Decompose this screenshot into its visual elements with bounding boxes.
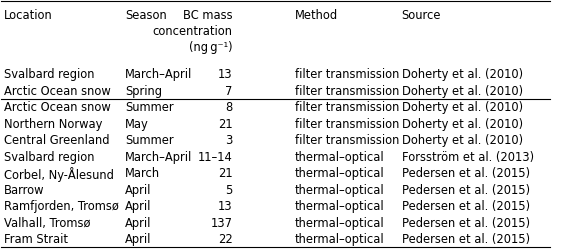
Text: filter transmission: filter transmission xyxy=(295,134,399,147)
Text: Forsström et al. (2013): Forsström et al. (2013) xyxy=(402,151,534,164)
Text: Valhall, Tromsø: Valhall, Tromsø xyxy=(4,217,90,230)
Text: thermal–optical: thermal–optical xyxy=(295,200,384,213)
Text: April: April xyxy=(125,233,151,246)
Text: Source: Source xyxy=(402,9,441,22)
Text: Doherty et al. (2010): Doherty et al. (2010) xyxy=(402,118,523,131)
Text: Spring: Spring xyxy=(125,85,162,98)
Text: 13: 13 xyxy=(218,200,233,213)
Text: Arctic Ocean snow: Arctic Ocean snow xyxy=(4,101,111,114)
Text: thermal–optical: thermal–optical xyxy=(295,151,384,164)
Text: filter transmission: filter transmission xyxy=(295,118,399,131)
Text: Method: Method xyxy=(295,9,338,22)
Text: Pedersen et al. (2015): Pedersen et al. (2015) xyxy=(402,200,530,213)
Text: Barrow: Barrow xyxy=(4,184,45,197)
Text: Svalbard region: Svalbard region xyxy=(4,151,94,164)
Text: 5: 5 xyxy=(225,184,233,197)
Text: thermal–optical: thermal–optical xyxy=(295,167,384,180)
Text: 137: 137 xyxy=(211,217,233,230)
Text: Pedersen et al. (2015): Pedersen et al. (2015) xyxy=(402,233,530,246)
Text: 7: 7 xyxy=(225,85,233,98)
Text: 13: 13 xyxy=(218,68,233,81)
Text: March–April: March–April xyxy=(125,151,192,164)
Text: Doherty et al. (2010): Doherty et al. (2010) xyxy=(402,85,523,98)
Text: Arctic Ocean snow: Arctic Ocean snow xyxy=(4,85,111,98)
Text: thermal–optical: thermal–optical xyxy=(295,184,384,197)
Text: Central Greenland: Central Greenland xyxy=(4,134,110,147)
Text: thermal–optical: thermal–optical xyxy=(295,217,384,230)
Text: thermal–optical: thermal–optical xyxy=(295,233,384,246)
Text: Location: Location xyxy=(4,9,53,22)
Text: Fram Strait: Fram Strait xyxy=(4,233,68,246)
Text: Pedersen et al. (2015): Pedersen et al. (2015) xyxy=(402,184,530,197)
Text: April: April xyxy=(125,200,151,213)
Text: Season: Season xyxy=(125,9,167,22)
Text: April: April xyxy=(125,184,151,197)
Text: March: March xyxy=(125,167,160,180)
Text: BC mass
concentration
(ng g⁻¹): BC mass concentration (ng g⁻¹) xyxy=(153,9,233,54)
Text: filter transmission: filter transmission xyxy=(295,68,399,81)
Text: 21: 21 xyxy=(218,118,233,131)
Text: Northern Norway: Northern Norway xyxy=(4,118,102,131)
Text: filter transmission: filter transmission xyxy=(295,85,399,98)
Text: 11–14: 11–14 xyxy=(198,151,233,164)
Text: Ramfjorden, Tromsø: Ramfjorden, Tromsø xyxy=(4,200,119,213)
Text: filter transmission: filter transmission xyxy=(295,101,399,114)
Text: Doherty et al. (2010): Doherty et al. (2010) xyxy=(402,68,523,81)
Text: Doherty et al. (2010): Doherty et al. (2010) xyxy=(402,101,523,114)
Text: March–April: March–April xyxy=(125,68,192,81)
Text: 8: 8 xyxy=(225,101,233,114)
Text: 21: 21 xyxy=(218,167,233,180)
Text: Doherty et al. (2010): Doherty et al. (2010) xyxy=(402,134,523,147)
Text: 22: 22 xyxy=(218,233,233,246)
Text: Summer: Summer xyxy=(125,101,173,114)
Text: 3: 3 xyxy=(225,134,233,147)
Text: Svalbard region: Svalbard region xyxy=(4,68,94,81)
Text: Pedersen et al. (2015): Pedersen et al. (2015) xyxy=(402,217,530,230)
Text: Summer: Summer xyxy=(125,134,173,147)
Text: May: May xyxy=(125,118,149,131)
Text: Corbel, Ny-Ålesund: Corbel, Ny-Ålesund xyxy=(4,167,114,182)
Text: Pedersen et al. (2015): Pedersen et al. (2015) xyxy=(402,167,530,180)
Text: April: April xyxy=(125,217,151,230)
